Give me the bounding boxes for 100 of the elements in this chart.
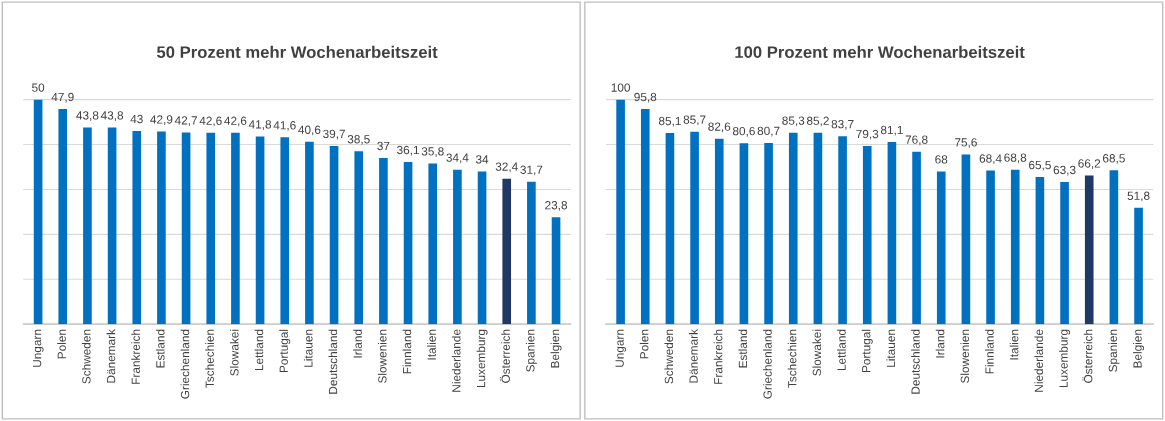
bar	[280, 137, 290, 325]
x-tick-label: Dänemark	[106, 329, 116, 383]
data-label: 82,6	[708, 122, 731, 133]
bar	[329, 145, 339, 325]
data-label: 68	[935, 155, 948, 164]
data-label: 47,9	[51, 92, 74, 103]
bar	[453, 169, 462, 325]
bar	[1084, 175, 1094, 325]
x-tick-label: Italien	[1009, 329, 1019, 360]
x-tick-label: Portugal	[279, 329, 291, 373]
x-tick-label: Lettland	[837, 329, 846, 371]
data-label: 35,8	[421, 147, 444, 157]
data-label: 43,8	[100, 111, 124, 121]
data-label: 79,3	[856, 129, 879, 140]
bar	[354, 151, 364, 325]
x-tick-label: Lettland	[254, 329, 264, 371]
bar	[305, 141, 314, 325]
x-tick-label: Slowenien	[377, 329, 387, 383]
bar	[788, 132, 798, 325]
bar	[428, 163, 438, 325]
x-tick-label: Belgien	[1133, 329, 1145, 368]
bar	[813, 132, 823, 325]
bar	[58, 109, 68, 325]
bar	[764, 142, 773, 325]
x-tick-label: Tschechien	[205, 329, 214, 388]
x-tick-label: Polen	[639, 329, 649, 359]
x-tick-label: Frankreich	[713, 329, 723, 384]
x-tick-label: Portugal	[861, 329, 873, 373]
bar	[206, 132, 216, 325]
bar	[986, 170, 995, 325]
bar	[936, 171, 946, 325]
x-tick-label: Deutschland	[328, 329, 338, 394]
x-tick-label: Deutschland	[911, 329, 920, 394]
bar	[551, 217, 561, 325]
data-label: 80,7	[757, 126, 780, 137]
x-tick-label: Belgien	[550, 329, 562, 368]
data-label: 36,1	[397, 145, 419, 156]
bar	[33, 99, 43, 325]
x-tick-label: Finnland	[402, 329, 412, 374]
x-tick-label: Österreich	[1082, 329, 1093, 383]
bar	[477, 171, 487, 325]
x-tick-label: Niederlande	[451, 329, 461, 392]
data-label: 41,6	[273, 121, 296, 131]
data-label: 40,6	[298, 125, 321, 136]
data-label: 42,9	[150, 115, 173, 126]
bar	[107, 127, 117, 325]
bar	[1060, 182, 1069, 325]
bar	[887, 142, 897, 325]
chart-title: 100 Prozent mehr Wochenarbeitszeit	[735, 45, 1025, 59]
x-tick-label: Griechenland	[763, 329, 772, 399]
data-label: 68,5	[1103, 154, 1125, 164]
bar	[690, 131, 699, 325]
x-tick-label: Slowakei	[229, 329, 239, 376]
x-tick-label: Niederlande	[1034, 329, 1044, 392]
bar	[665, 133, 675, 325]
x-tick-label: Slowenien	[960, 329, 970, 383]
data-label: 85,3	[782, 116, 805, 127]
x-tick-label: Italien	[427, 329, 436, 360]
data-label: 51,8	[1127, 191, 1150, 202]
data-label: 34	[475, 155, 489, 164]
data-label: 63,3	[1053, 165, 1076, 176]
x-tick-label: Luxemburg	[476, 329, 488, 388]
data-label: 80,6	[732, 126, 755, 137]
x-tick-label: Ungarn	[33, 329, 44, 367]
x-tick-label: Litauen	[886, 329, 896, 367]
data-label: 39,7	[323, 129, 345, 140]
data-label: 81,1	[880, 125, 903, 136]
x-tick-label: Luxemburg	[1059, 329, 1071, 388]
x-tick-label: Ungarn	[615, 329, 627, 367]
x-tick-label: Spanien	[525, 329, 537, 372]
data-label: 42,6	[224, 116, 247, 127]
x-tick-label: Estland	[738, 329, 748, 368]
bar	[912, 151, 921, 325]
x-tick-label: Slowakei	[812, 329, 822, 376]
bar	[379, 158, 388, 325]
data-label: 95,8	[634, 92, 657, 103]
bar	[83, 127, 92, 325]
x-tick-label: Spanien	[1108, 329, 1120, 372]
x-tick-label: Österreich	[499, 329, 510, 383]
bar	[132, 131, 142, 325]
x-tick-label: Griechenland	[180, 329, 190, 399]
data-label: 42,6	[199, 116, 222, 127]
data-label: 23,8	[545, 201, 568, 211]
bar	[157, 131, 166, 325]
bar	[838, 136, 847, 325]
bar	[961, 154, 971, 325]
data-label: 85,7	[683, 115, 706, 126]
data-label: 37	[377, 141, 390, 151]
bar	[616, 99, 625, 325]
bar	[403, 162, 413, 325]
bar	[1035, 177, 1045, 325]
data-label: 66,2	[1078, 159, 1101, 170]
data-label: 31,7	[520, 165, 543, 176]
data-label: 43,8	[76, 111, 99, 121]
bar	[231, 132, 240, 325]
data-label: 34,4	[446, 153, 469, 164]
bar	[1134, 207, 1143, 325]
bar	[862, 146, 872, 325]
data-label: 38,5	[347, 135, 370, 145]
data-label: 68,4	[979, 154, 1002, 165]
